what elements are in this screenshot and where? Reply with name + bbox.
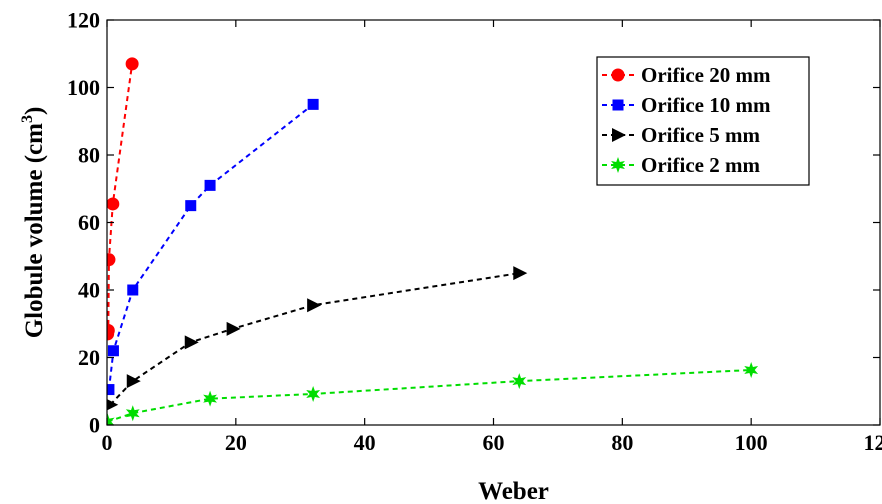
series-1 bbox=[107, 57, 139, 341]
data-point bbox=[107, 324, 115, 337]
y-tick-label: 0 bbox=[89, 413, 100, 438]
x-tick-label: 20 bbox=[225, 430, 247, 455]
legend-label: Orifice 10 mm bbox=[641, 93, 771, 117]
data-point bbox=[125, 405, 140, 422]
data-point bbox=[125, 57, 139, 71]
x-axis-title: Weber bbox=[478, 478, 549, 504]
series-3 bbox=[107, 266, 528, 411]
data-point bbox=[185, 200, 197, 212]
legend-box bbox=[596, 56, 810, 186]
legend-marker bbox=[612, 99, 624, 111]
y-axis-title-text: Globule volume (cm bbox=[21, 123, 48, 338]
data-point bbox=[107, 413, 115, 425]
legend-entry: Orifice 10 mm bbox=[602, 93, 771, 117]
data-point bbox=[307, 298, 322, 313]
data-point bbox=[306, 385, 321, 402]
y-tick-label: 100 bbox=[67, 75, 100, 100]
y-axis-title: Globule volume (cm3) bbox=[19, 107, 48, 339]
y-tick-label: 40 bbox=[78, 278, 100, 303]
y-tick-label: 60 bbox=[78, 210, 100, 235]
data-point bbox=[204, 179, 216, 191]
legend: Orifice 20 mm Orifice 10 mm Orifice 5 mm Or… bbox=[596, 56, 810, 186]
data-point bbox=[127, 284, 139, 296]
legend-marker bbox=[611, 157, 625, 173]
x-tick-label: 0 bbox=[102, 430, 113, 455]
y-axis-title-superscript: 3 bbox=[19, 115, 36, 123]
data-point bbox=[126, 374, 141, 389]
x-tick-label: 60 bbox=[483, 430, 505, 455]
series-line bbox=[107, 103, 314, 390]
data-point bbox=[107, 399, 119, 411]
series-4 bbox=[107, 361, 759, 425]
x-tick-label: 40 bbox=[354, 430, 376, 455]
axes: 0 20 40 60 80 100 120 0 20 40 60 80 100 120 Weber Globu… bbox=[19, 8, 882, 504]
data-point bbox=[226, 321, 241, 336]
legend-entry: Orifice 5 mm bbox=[602, 123, 760, 147]
y-axis-title-close: ) bbox=[21, 107, 48, 115]
x-tick-label: 80 bbox=[611, 430, 633, 455]
data-point bbox=[513, 266, 528, 281]
legend-label: Orifice 20 mm bbox=[641, 63, 771, 87]
series-2 bbox=[107, 98, 319, 396]
data-point bbox=[107, 345, 119, 357]
x-tick-label: 120 bbox=[864, 430, 882, 455]
data-point bbox=[512, 373, 527, 390]
legend-entry: Orifice 2 mm bbox=[602, 153, 760, 177]
y-tick-label: 120 bbox=[67, 8, 100, 33]
legend-marker bbox=[612, 128, 626, 142]
legend-marker bbox=[611, 68, 625, 82]
data-point bbox=[203, 390, 217, 407]
data-point bbox=[107, 384, 115, 396]
x-tick-label: 100 bbox=[735, 430, 768, 455]
y-tick-label: 80 bbox=[78, 143, 100, 168]
legend-label: Orifice 2 mm bbox=[641, 153, 760, 177]
y-tick-label: 20 bbox=[78, 345, 100, 370]
legend-entry: Orifice 20 mm bbox=[602, 63, 771, 87]
data-point bbox=[107, 197, 120, 211]
data-point bbox=[307, 98, 319, 110]
plot-area bbox=[107, 57, 759, 425]
data-point bbox=[744, 361, 759, 378]
data-point bbox=[184, 335, 199, 350]
legend-label: Orifice 5 mm bbox=[641, 123, 760, 147]
data-point bbox=[107, 253, 116, 267]
